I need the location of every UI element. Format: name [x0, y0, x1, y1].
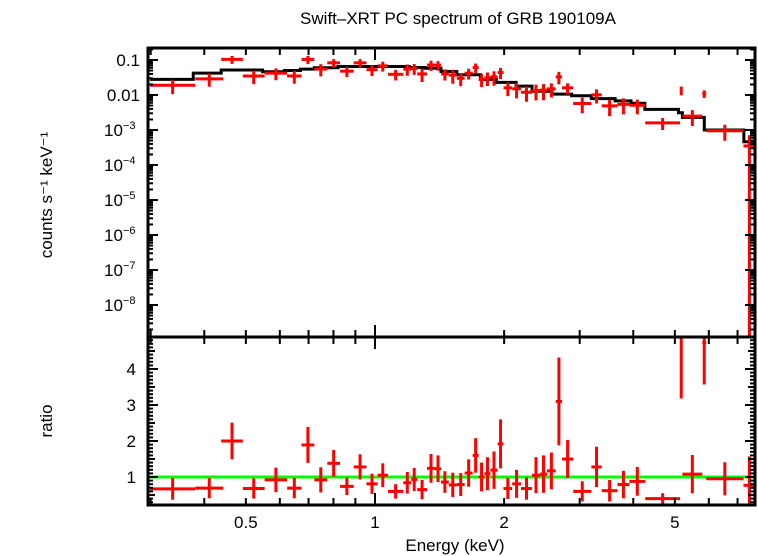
y-tick-label: 10−3: [104, 120, 135, 140]
y-tick-exponent: −5: [123, 190, 136, 202]
y-axis-label-counts: counts s⁻¹ keV⁻¹: [37, 131, 56, 258]
x-tick-label: 0.5: [234, 513, 258, 532]
x-axis-label: Energy (keV): [405, 536, 504, 555]
y-tick-label: 10−7: [104, 260, 135, 280]
data-layer: [150, 55, 755, 505]
y-tick-exponent: −6: [123, 225, 136, 237]
x-tick-label: 5: [670, 513, 679, 532]
y-tick-label: 4: [127, 360, 136, 379]
y-tick-label: 0.01: [107, 86, 140, 105]
y-tick-exponent: −7: [123, 260, 136, 272]
y-tick-label: 0.1: [116, 51, 140, 70]
x-tick-label: 1: [370, 513, 379, 532]
y-tick-label: 10−5: [104, 190, 135, 210]
y-tick-exponent: −4: [123, 155, 136, 167]
y-tick-label: 10−8: [104, 295, 135, 315]
y-axis-label-ratio: ratio: [37, 404, 56, 437]
y-tick-label: 2: [127, 432, 136, 451]
y-tick-label: 10−6: [104, 225, 135, 245]
model-step-line: [150, 65, 755, 144]
chart-title: Swift–XRT PC spectrum of GRB 190109A: [300, 9, 617, 28]
x-tick-label: 2: [499, 513, 508, 532]
y-tick-exponent: −3: [123, 120, 136, 132]
y-tick-label: 10−4: [104, 155, 135, 175]
axes-layer: 0.5 1 2 5 0.1 0.01 10−3 10−4 10−5 10−6 10−7 10−8 1 2 3…: [104, 46, 757, 532]
top-panel-frame: [146, 46, 757, 339]
y-tick-label: 1: [127, 468, 136, 487]
bottom-panel-frame: [146, 335, 757, 507]
y-tick-label: 3: [127, 396, 136, 415]
y-tick-exponent: −8: [123, 295, 136, 307]
